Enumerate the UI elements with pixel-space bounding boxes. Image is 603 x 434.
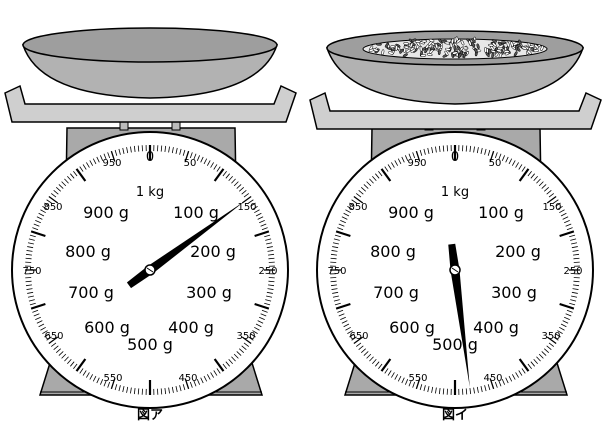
outer-label-850: 850 bbox=[348, 202, 367, 213]
outer-label-450: 450 bbox=[483, 373, 502, 384]
outer-label-450: 450 bbox=[178, 373, 197, 384]
dial-tick bbox=[161, 388, 162, 394]
outer-label-250: 250 bbox=[563, 266, 582, 277]
outer-label-750: 750 bbox=[327, 266, 346, 277]
inner-label-800: 800 g bbox=[65, 242, 111, 261]
grain bbox=[421, 54, 426, 56]
inner-label-600: 600 g bbox=[84, 318, 130, 337]
inner-label-600: 600 g bbox=[389, 318, 435, 337]
inner-label-700: 700 g bbox=[68, 283, 114, 302]
inner-label-400: 400 g bbox=[168, 318, 214, 337]
outer-label-50: 50 bbox=[184, 158, 197, 169]
grain bbox=[488, 49, 490, 54]
inner-label-900: 900 g bbox=[83, 203, 129, 222]
dial-zero-label: 0 bbox=[146, 150, 154, 165]
inner-label-200: 200 g bbox=[495, 242, 541, 261]
grain bbox=[422, 40, 427, 42]
outer-label-650: 650 bbox=[44, 331, 63, 342]
figure-caption: 図イ bbox=[442, 408, 468, 423]
dial-tick bbox=[268, 258, 274, 259]
inner-label-300: 300 g bbox=[186, 283, 232, 302]
dial-tick bbox=[573, 281, 579, 282]
dial-tick bbox=[26, 281, 32, 282]
dial-tick bbox=[331, 258, 337, 259]
outer-label-850: 850 bbox=[43, 202, 62, 213]
dial-tick bbox=[466, 388, 467, 394]
outer-label-350: 350 bbox=[541, 331, 560, 342]
dial-tick bbox=[26, 258, 32, 259]
dial-tick bbox=[268, 281, 274, 282]
dial-tick bbox=[443, 146, 444, 152]
grain bbox=[501, 42, 506, 44]
grain bbox=[445, 42, 450, 45]
outer-label-550: 550 bbox=[408, 373, 427, 384]
outer-label-650: 650 bbox=[349, 331, 368, 342]
outer-label-50: 50 bbox=[489, 158, 502, 169]
outer-label-750: 750 bbox=[22, 266, 41, 277]
grain bbox=[404, 46, 409, 49]
inner-label-300: 300 g bbox=[491, 283, 537, 302]
dial-tick bbox=[573, 258, 579, 259]
grain bbox=[504, 50, 509, 53]
dial-tick bbox=[331, 281, 337, 282]
dial-tick bbox=[466, 146, 467, 152]
inner-label-400: 400 g bbox=[473, 318, 519, 337]
dial-tick bbox=[161, 146, 162, 152]
dial-tick bbox=[138, 388, 139, 394]
scale-b: 0 1 kg 50 150 250 350 450 550 650 750 85… bbox=[310, 31, 601, 423]
grain bbox=[415, 40, 420, 42]
bowl-rim bbox=[23, 28, 277, 62]
dial-kg-label: 1 kg bbox=[441, 185, 469, 200]
outer-label-150: 150 bbox=[237, 202, 256, 213]
figure-caption: 図ア bbox=[137, 408, 163, 423]
inner-label-100: 100 g bbox=[173, 203, 219, 222]
grain bbox=[438, 49, 441, 54]
dial-tick bbox=[443, 388, 444, 394]
inner-label-500: 500 g bbox=[432, 335, 478, 354]
outer-label-150: 150 bbox=[542, 202, 561, 213]
inner-label-900: 900 g bbox=[388, 203, 434, 222]
grain bbox=[376, 43, 381, 45]
inner-label-700: 700 g bbox=[373, 283, 419, 302]
inner-label-200: 200 g bbox=[190, 242, 236, 261]
outer-label-350: 350 bbox=[236, 331, 255, 342]
outer-label-950: 950 bbox=[102, 158, 121, 169]
outer-label-550: 550 bbox=[103, 373, 122, 384]
inner-label-500: 500 g bbox=[127, 335, 173, 354]
outer-label-250: 250 bbox=[258, 266, 277, 277]
grain bbox=[420, 46, 422, 51]
grain bbox=[463, 47, 468, 50]
dial-kg-label: 1 kg bbox=[136, 185, 164, 200]
dial-tick bbox=[138, 146, 139, 152]
outer-label-950: 950 bbox=[407, 158, 426, 169]
inner-label-100: 100 g bbox=[478, 203, 524, 222]
scale-a: 0 1 kg 50 150 250 350 450 550 650 750 85… bbox=[5, 28, 296, 423]
inner-label-800: 800 g bbox=[370, 242, 416, 261]
dial-zero-label: 0 bbox=[451, 150, 459, 165]
